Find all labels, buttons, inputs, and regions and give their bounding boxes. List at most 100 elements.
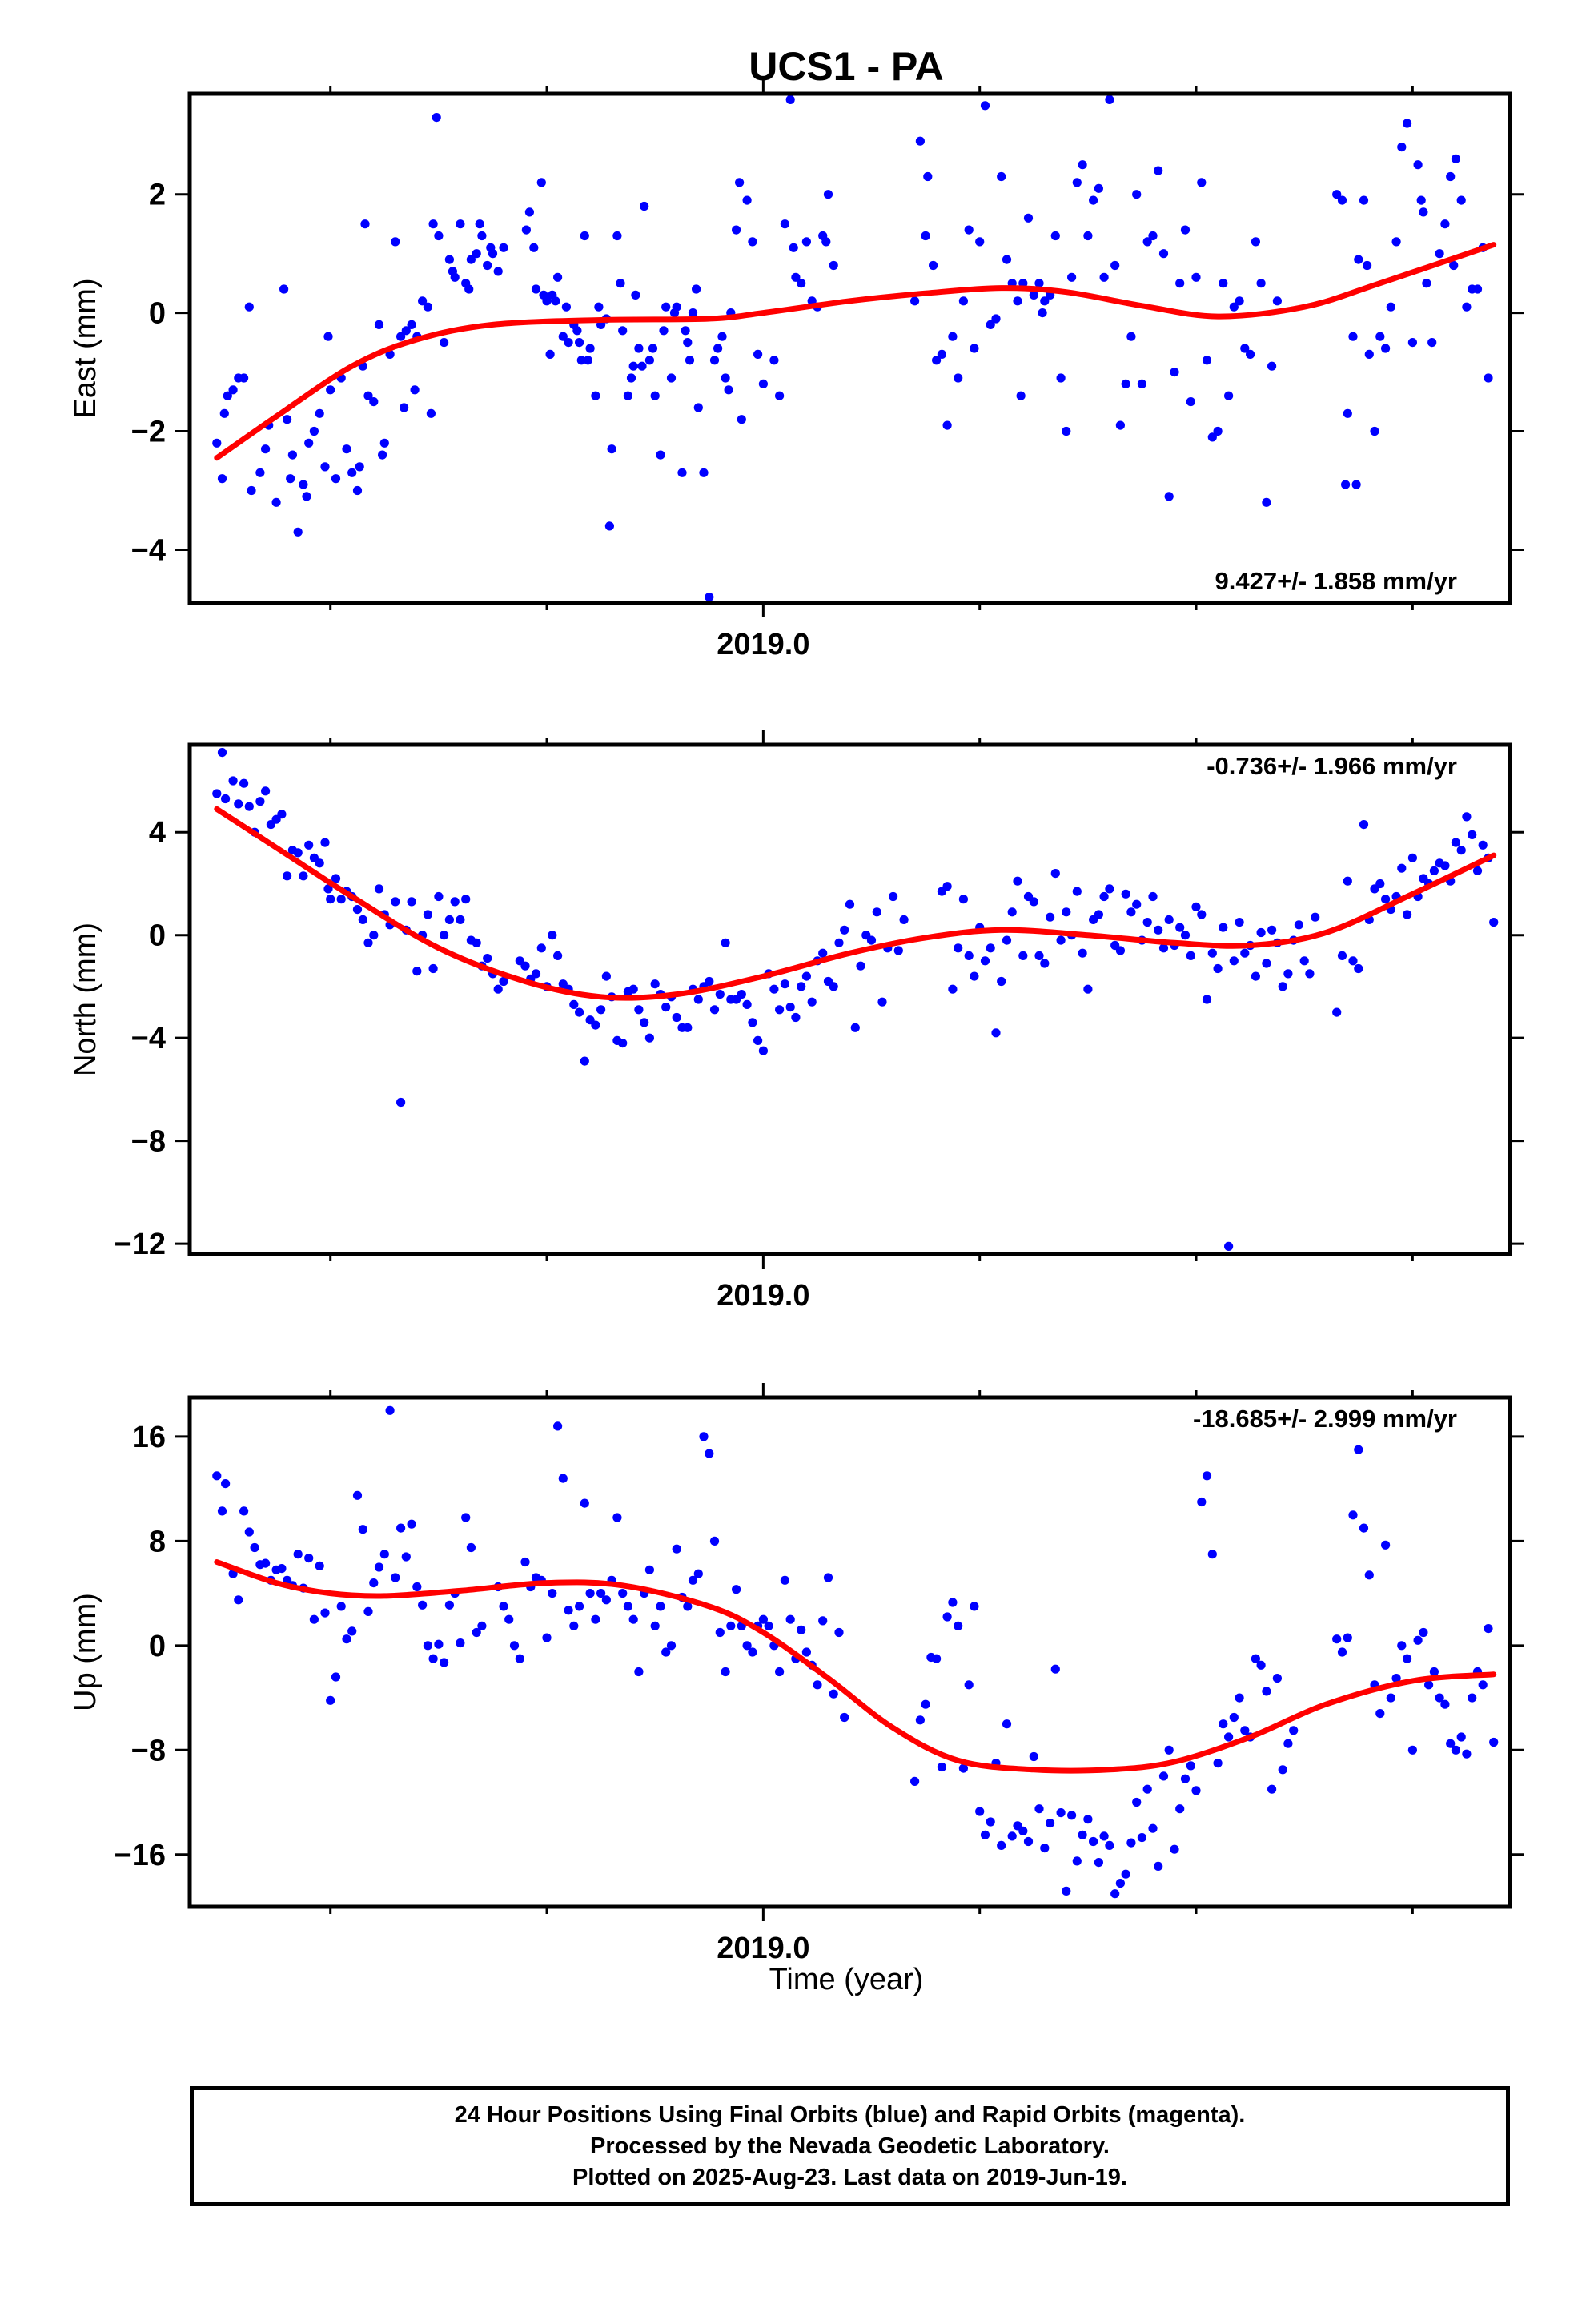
north-data-point xyxy=(1132,899,1142,909)
east-data-point xyxy=(244,302,254,312)
east-data-point xyxy=(374,320,384,329)
north-data-point xyxy=(899,915,909,924)
east-data-point xyxy=(683,338,693,348)
up-data-point xyxy=(379,1550,389,1559)
east-x-tick-label: 2019.0 xyxy=(717,628,809,661)
east-data-point xyxy=(942,420,952,430)
north-data-point xyxy=(1094,910,1103,919)
north-data-point xyxy=(358,915,367,924)
north-data-point xyxy=(212,789,222,798)
up-data-point xyxy=(915,1715,925,1725)
east-data-point xyxy=(594,302,604,312)
east-data-point xyxy=(1023,213,1034,223)
up-data-point xyxy=(520,1557,530,1567)
east-fit-curve xyxy=(214,242,1497,461)
up-data-point xyxy=(823,1573,833,1582)
up-data-point xyxy=(336,1602,346,1611)
east-data-point xyxy=(640,201,649,211)
north-data-point xyxy=(797,982,806,991)
east-data-point xyxy=(1416,195,1426,205)
east-data-point xyxy=(407,320,416,329)
east-data-point xyxy=(1403,119,1412,128)
east-data-point xyxy=(360,219,370,229)
east-data-point xyxy=(910,296,920,306)
east-data-point xyxy=(572,326,582,336)
up-data-point xyxy=(1462,1749,1472,1759)
north-data-point xyxy=(591,1020,600,1030)
north-data-point xyxy=(683,1023,693,1032)
up-data-point xyxy=(315,1561,324,1570)
caption-line-2: Processed by the Nevada Geodetic Laborat… xyxy=(590,2133,1110,2159)
east-data-point xyxy=(742,195,752,205)
east-data-point xyxy=(1472,284,1483,294)
up-data-point xyxy=(1278,1765,1287,1775)
up-data-point xyxy=(742,1641,752,1651)
north-data-point xyxy=(1002,935,1012,945)
east-data-point xyxy=(255,468,265,477)
north-data-point xyxy=(1142,918,1152,927)
east-data-point xyxy=(1126,332,1136,341)
up-y-tick-label: −16 xyxy=(114,1839,166,1872)
up-data-point xyxy=(472,1627,481,1638)
east-data-point xyxy=(1038,308,1047,318)
up-y-tick-label: 16 xyxy=(132,1421,166,1454)
east-data-point xyxy=(279,284,289,294)
north-data-point xyxy=(423,910,433,919)
east-data-point xyxy=(493,267,503,276)
east-data-point xyxy=(975,237,985,247)
east-data-point xyxy=(970,344,979,353)
east-data-point xyxy=(261,444,271,454)
north-data-point xyxy=(299,871,308,881)
up-data-point xyxy=(1089,1836,1098,1847)
up-data-point xyxy=(1202,1471,1212,1481)
up-data-point xyxy=(921,1699,930,1709)
up-data-point xyxy=(575,1602,584,1611)
up-data-point xyxy=(401,1552,411,1562)
east-data-point xyxy=(1354,255,1363,264)
north-data-point xyxy=(1072,887,1082,896)
up-data-point xyxy=(374,1562,384,1572)
east-data-point xyxy=(1451,154,1460,163)
north-data-point xyxy=(997,976,1006,987)
up-data-point xyxy=(542,1633,552,1642)
north-data-point xyxy=(407,897,416,907)
east-data-point xyxy=(580,231,589,241)
up-data-point xyxy=(764,1621,773,1630)
up-data-point xyxy=(363,1606,373,1616)
east-data-point xyxy=(693,403,703,412)
north-data-point xyxy=(374,884,384,894)
north-data-point xyxy=(785,1003,795,1012)
east-data-point xyxy=(1110,260,1120,271)
east-data-point xyxy=(823,190,833,199)
north-data-point xyxy=(1283,969,1293,979)
north-data-point xyxy=(1202,995,1212,1004)
up-data-point xyxy=(634,1667,644,1677)
east-data-point xyxy=(217,474,227,484)
east-data-point xyxy=(721,373,730,383)
north-data-point xyxy=(1018,951,1028,960)
east-data-point xyxy=(699,468,709,477)
up-data-point xyxy=(785,1614,795,1624)
east-data-point xyxy=(954,373,963,383)
up-data-point xyxy=(1062,1886,1071,1896)
east-data-point xyxy=(1202,356,1212,365)
up-data-point xyxy=(580,1498,589,1508)
east-data-point xyxy=(1142,237,1152,247)
up-data-point xyxy=(391,1573,400,1582)
east-data-point xyxy=(713,344,723,353)
east-data-point xyxy=(444,255,455,264)
up-data-point xyxy=(1158,1771,1169,1781)
up-y-tick-label: 0 xyxy=(149,1630,166,1663)
north-data-point xyxy=(758,1046,769,1055)
east-data-point xyxy=(1240,344,1250,353)
east-data-point xyxy=(1034,279,1044,288)
east-data-point xyxy=(735,178,745,187)
east-data-point xyxy=(791,272,801,282)
north-data-point xyxy=(391,897,400,907)
north-panel: 2019.0 4 0 −4 −8 −12 North (mm) -0.736+/- 1.966… xyxy=(69,730,1524,1313)
north-data-point xyxy=(877,997,887,1007)
north-data-point xyxy=(1251,971,1260,981)
north-data-point xyxy=(628,984,638,994)
up-data-point xyxy=(1446,1739,1456,1748)
east-data-point xyxy=(529,243,539,252)
